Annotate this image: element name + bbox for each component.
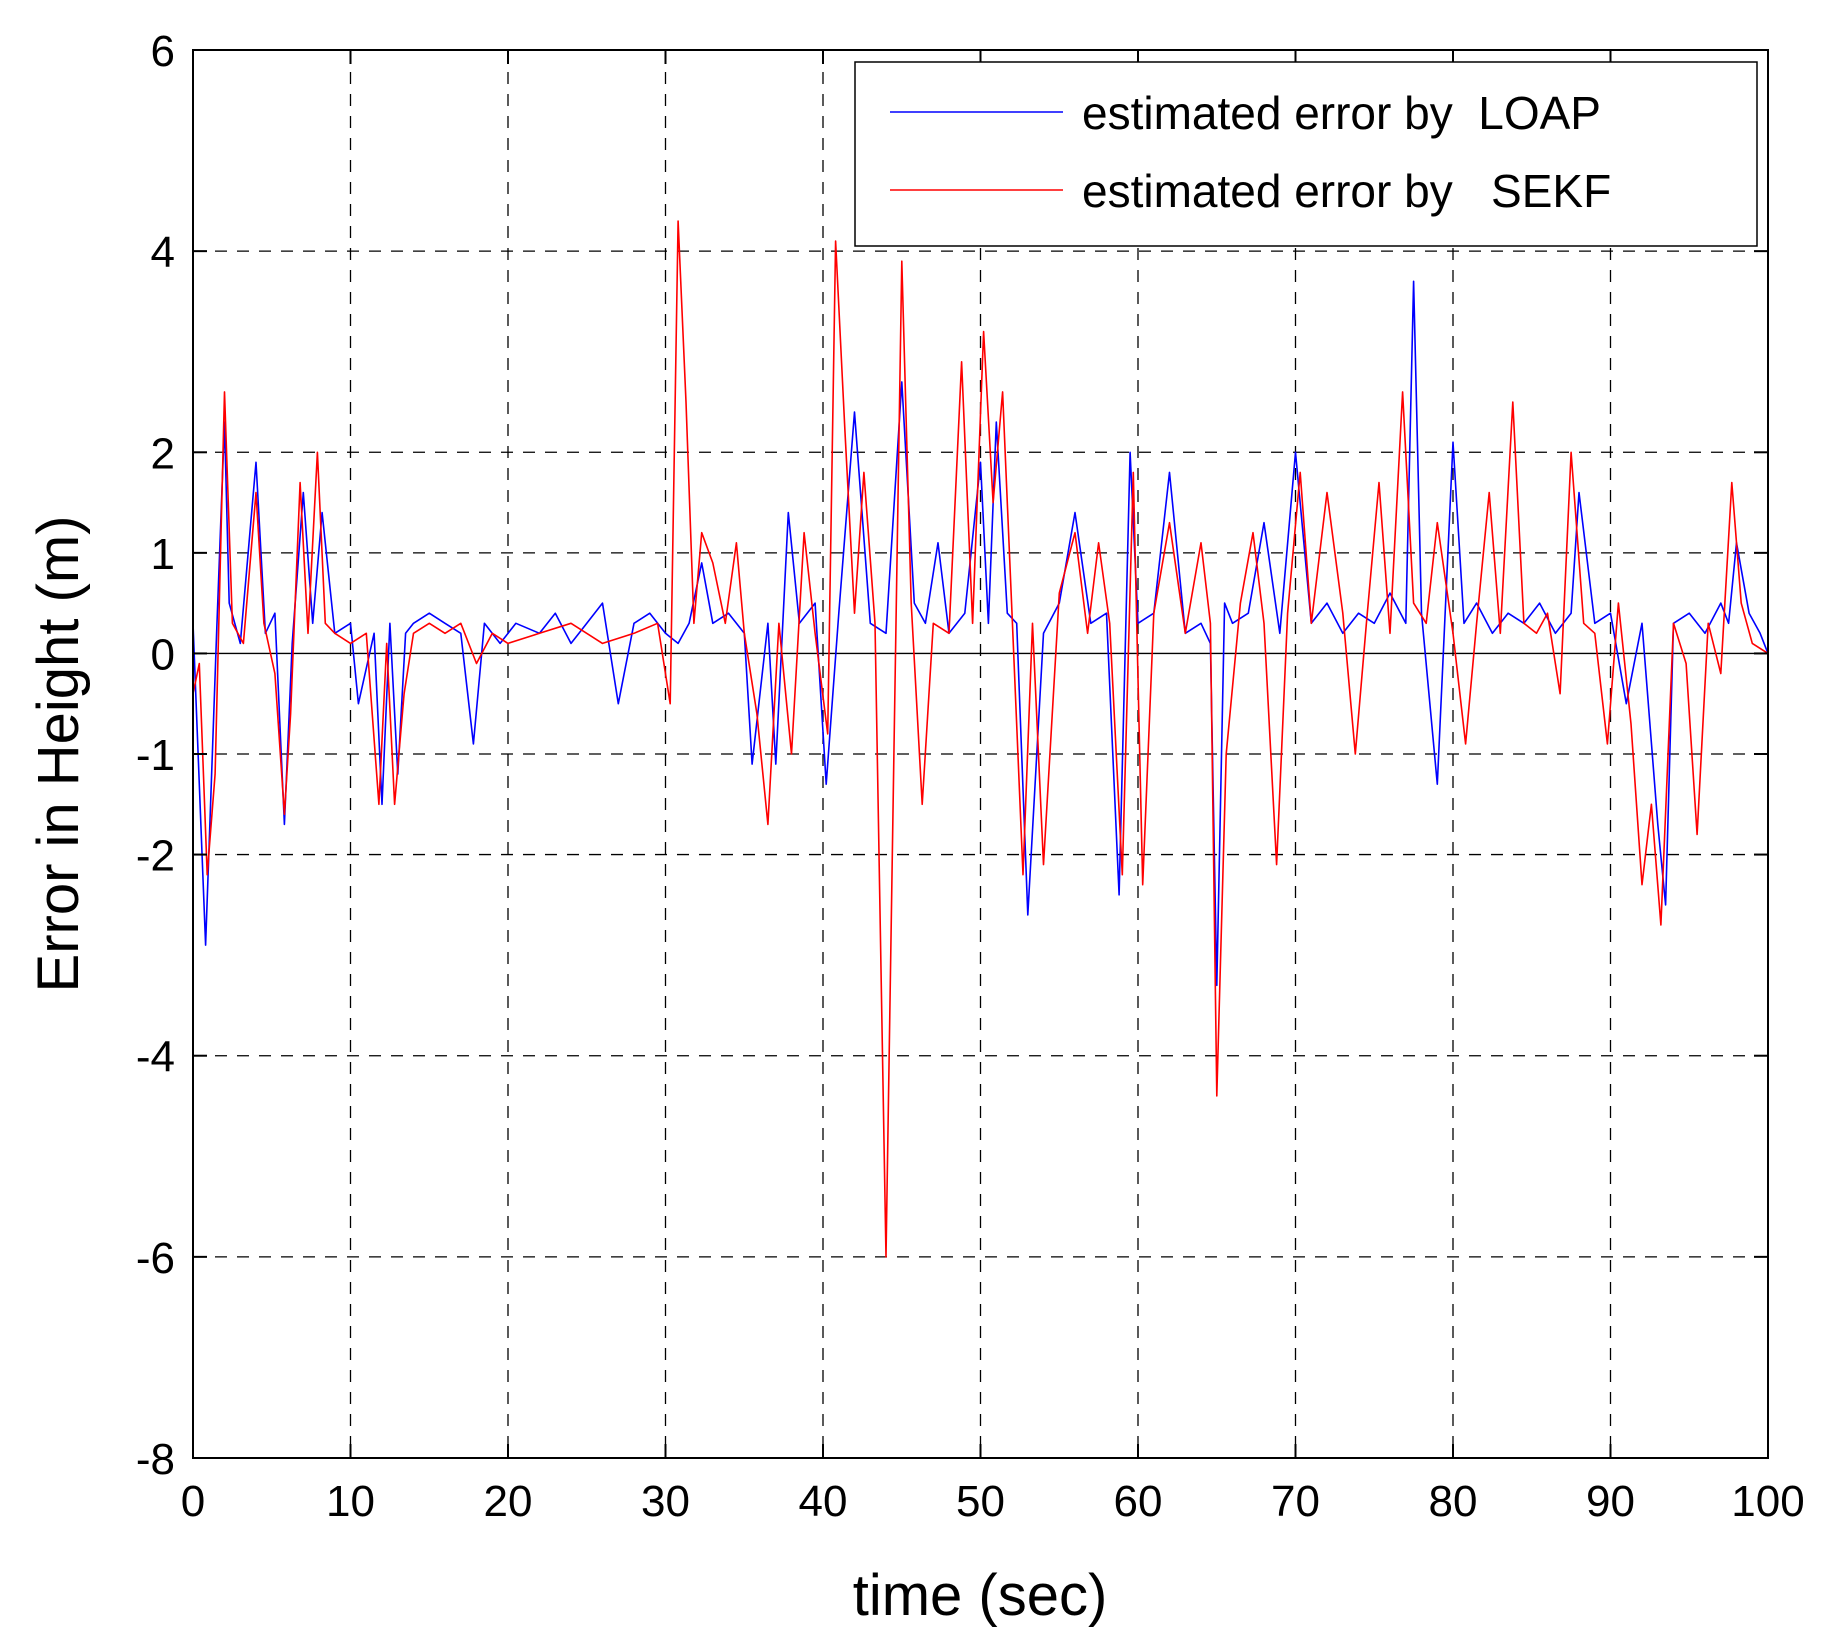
y-tick-label: 1	[151, 530, 175, 579]
series-line-loap	[192, 280, 1769, 987]
x-tick-label: 90	[1586, 1477, 1635, 1526]
y-tick-label: -1	[136, 731, 175, 780]
x-tick-label: 40	[799, 1477, 848, 1526]
x-tick-label: 10	[326, 1477, 375, 1526]
x-tick-label: 80	[1429, 1477, 1478, 1526]
x-tick-labels: 0 10 20 30 40 50 60 70 80 90 100	[181, 1477, 1805, 1526]
axis-ticks	[192, 49, 1769, 1459]
y-tick-label: -4	[136, 1033, 175, 1082]
x-tick-label: 50	[956, 1477, 1005, 1526]
y-tick-label: -6	[136, 1234, 175, 1283]
y-tick-label: 2	[151, 429, 175, 478]
x-tick-label: 30	[641, 1477, 690, 1526]
x-tick-label: 60	[1114, 1477, 1163, 1526]
y-tick-label: 4	[151, 228, 175, 277]
y-tick-label: 6	[151, 27, 175, 76]
y-tick-label: 0	[151, 630, 175, 679]
y-axis-title: Error in Height (m)	[26, 516, 91, 993]
y-tick-labels: -8 -6 -4 -2 -1 0 1 2 4 6	[136, 27, 175, 1484]
series-line-sekf	[192, 220, 1769, 1258]
x-axis-title: time (sec)	[853, 1563, 1108, 1628]
y-tick-label: -2	[136, 832, 175, 881]
grid-lines	[193, 50, 1768, 1458]
legend-label-sekf: estimated error by SEKF	[1082, 165, 1611, 217]
legend-label-loap: estimated error by LOAP	[1082, 87, 1601, 139]
series-lines	[192, 220, 1769, 1258]
legend-box	[854, 61, 1758, 247]
legend: estimated error by LOAP estimated error …	[854, 61, 1758, 247]
x-tick-label: 100	[1731, 1477, 1804, 1526]
x-tick-label: 20	[484, 1477, 533, 1526]
y-tick-label: -8	[136, 1435, 175, 1484]
x-tick-label: 0	[181, 1477, 205, 1526]
x-tick-label: 70	[1271, 1477, 1320, 1526]
